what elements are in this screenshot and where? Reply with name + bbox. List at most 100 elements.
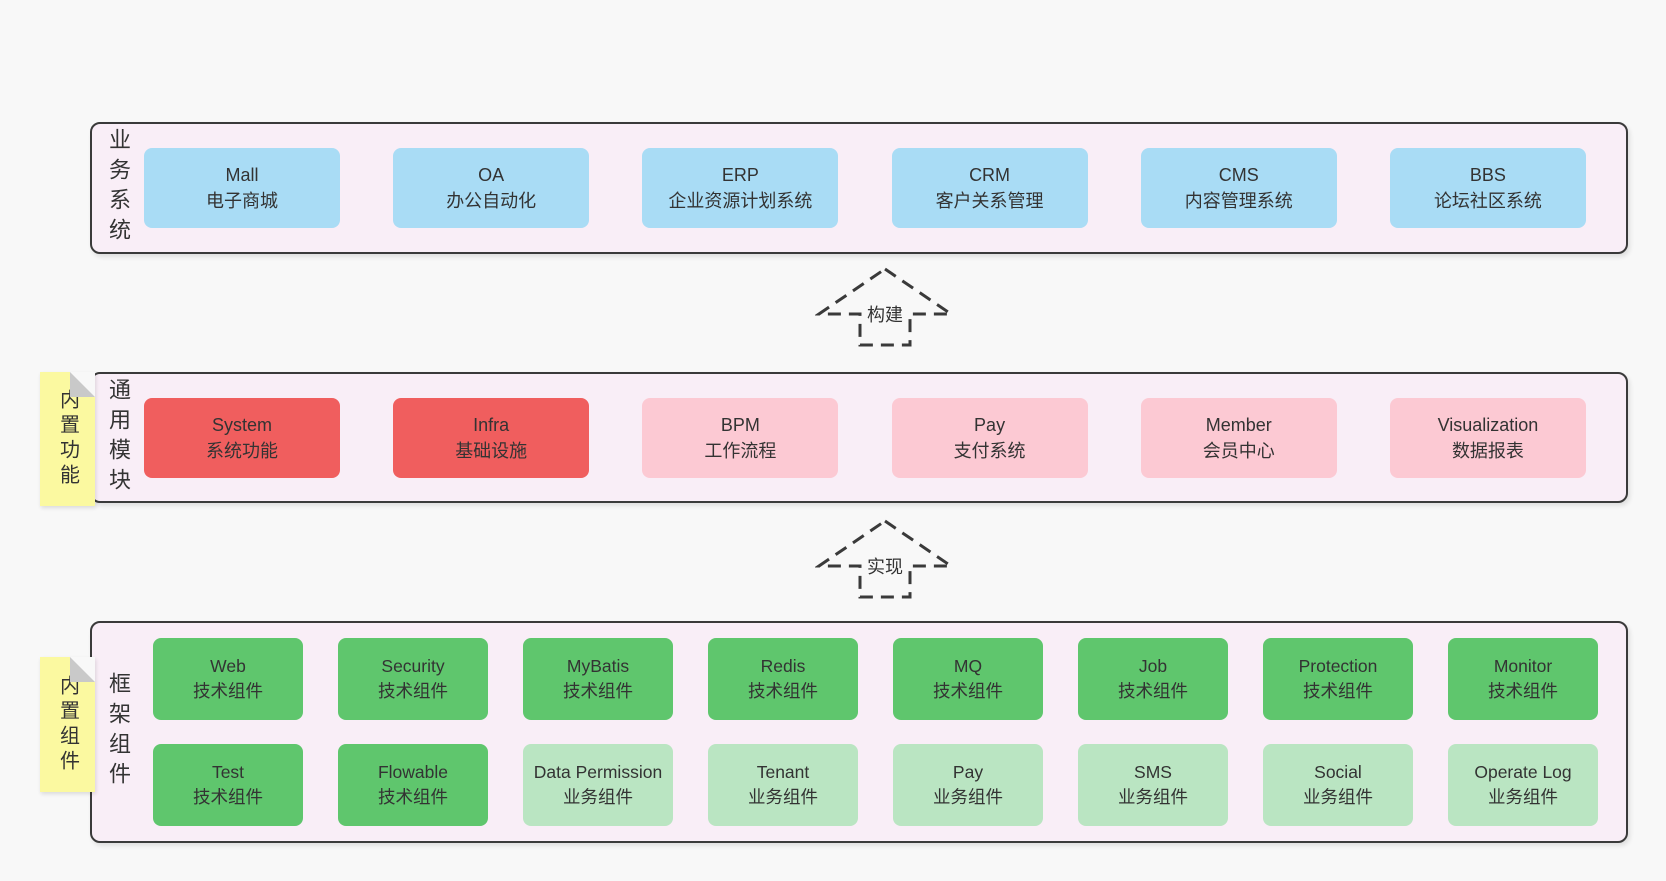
business-systems-row: Mall 电子商城 OA 办公自动化 ERP 企业资源计划系统 CRM 客户关系… (144, 124, 1626, 252)
box-title: BPM (720, 414, 760, 435)
box-title: MQ (953, 656, 983, 676)
box-title: Visualization (1437, 414, 1539, 435)
sticky-note-text: 内置功能 (56, 389, 79, 489)
box-title: SMS (1134, 762, 1172, 782)
box-title: Mall (225, 165, 259, 185)
box-system: System 系统功能 (144, 397, 340, 478)
box-title: Flowable (377, 762, 449, 782)
layer-label-text: 框架组件 (106, 672, 131, 792)
framework-components-row-1: Web 技术组件 Security 技术组件 MyBatis 技术组件 Redi… (153, 638, 1598, 720)
box-erp: ERP 企业资源计划系统 (642, 148, 839, 228)
box-subtitle: 工作流程 (704, 440, 777, 461)
sticky-note-built-in-components: 内置组件 (40, 657, 95, 792)
box-title: Pay (974, 414, 1006, 435)
box-subtitle: 数据报表 (1451, 440, 1524, 461)
box-bpm: BPM 工作流程 (642, 397, 839, 478)
box-cms: CMS 内容管理系统 (1140, 148, 1337, 228)
box-title: CMS (1218, 165, 1259, 185)
box-subtitle: 会员中心 (1202, 440, 1275, 461)
layer-label-business-systems: 业务系统 (92, 124, 144, 252)
box-oa: OA 办公自动化 (393, 148, 590, 228)
box-subtitle: 技术组件 (193, 681, 263, 701)
box-web: Web 技术组件 (153, 638, 303, 720)
box-title: Protection (1298, 656, 1378, 676)
box-title: Infra (473, 414, 510, 435)
layer-label-common-modules: 通用模块 (92, 374, 144, 501)
box-subtitle: 技术组件 (1303, 681, 1373, 701)
box-title: Social (1314, 762, 1362, 782)
layer-framework-components: 内置组件 框架组件 Web 技术组件 Security 技术组件 MyBatis… (40, 621, 1628, 843)
arrow-build-label: 构建 (863, 300, 907, 328)
box-title: Pay (952, 762, 984, 782)
box-monitor: Monitor 技术组件 (1448, 638, 1598, 720)
box-title: BBS (1469, 165, 1506, 185)
framework-components-row-2: Test 技术组件 Flowable 技术组件 Data Permission … (153, 744, 1598, 826)
box-title: Tenant (756, 762, 810, 782)
box-title: Web (210, 656, 246, 676)
box-subtitle: 业务组件 (933, 787, 1003, 807)
box-subtitle: 企业资源计划系统 (668, 191, 813, 211)
box-pay: Pay 支付系统 (891, 397, 1088, 478)
box-title: CRM (969, 165, 1011, 185)
box-security: Security 技术组件 (338, 638, 488, 720)
arrow-implement: 实现 (815, 518, 955, 600)
box-subtitle: 业务组件 (1303, 787, 1373, 807)
box-title: System (211, 414, 272, 435)
sticky-note-text: 内置组件 (56, 674, 79, 775)
box-tenant: Tenant 业务组件 (708, 744, 858, 826)
box-subtitle: 办公自动化 (446, 191, 537, 211)
box-subtitle: 业务组件 (1488, 787, 1558, 807)
box-sms: SMS 业务组件 (1078, 744, 1228, 826)
box-mq: MQ 技术组件 (893, 638, 1043, 720)
box-subtitle: 技术组件 (748, 681, 818, 701)
box-subtitle: 业务组件 (563, 787, 633, 807)
box-subtitle: 业务组件 (748, 787, 818, 807)
box-subtitle: 电子商城 (206, 191, 278, 211)
box-title: MyBatis (566, 656, 630, 676)
box-subtitle: 内容管理系统 (1184, 191, 1293, 211)
box-redis: Redis 技术组件 (708, 638, 858, 720)
box-operate-log: Operate Log 业务组件 (1448, 744, 1598, 826)
box-subtitle: 业务组件 (1118, 787, 1188, 807)
box-visualization: Visualization 数据报表 (1389, 397, 1586, 478)
box-subtitle: 基础设施 (455, 440, 528, 461)
box-title: Data Permission (533, 762, 663, 782)
box-subtitle: 技术组件 (1488, 681, 1558, 701)
box-title: Job (1138, 656, 1168, 676)
box-subtitle: 技术组件 (933, 681, 1003, 701)
box-crm: CRM 客户关系管理 (891, 148, 1088, 228)
box-protection: Protection 技术组件 (1263, 638, 1413, 720)
layer-label-framework-components: 框架组件 (92, 623, 144, 841)
box-subtitle: 客户关系管理 (935, 191, 1044, 211)
sticky-note-built-in-features: 内置功能 (40, 372, 95, 506)
common-modules-row: System 系统功能 Infra 基础设施 BPM 工作流程 Pay 支付系统… (144, 374, 1626, 501)
box-social: Social 业务组件 (1263, 744, 1413, 826)
box-title: Security (381, 656, 445, 676)
layer-label-text: 业务系统 (106, 128, 131, 248)
box-title: Test (211, 762, 245, 782)
box-data-permission: Data Permission 业务组件 (523, 744, 673, 826)
box-title: Operate Log (1474, 762, 1572, 782)
box-job: Job 技术组件 (1078, 638, 1228, 720)
box-mybatis: MyBatis 技术组件 (523, 638, 673, 720)
box-test: Test 技术组件 (153, 744, 303, 826)
box-title: Member (1205, 414, 1272, 435)
box-flowable: Flowable 技术组件 (338, 744, 488, 826)
box-subtitle: 技术组件 (193, 787, 263, 807)
box-title: Monitor (1493, 656, 1553, 676)
box-bbs: BBS 论坛社区系统 (1389, 148, 1586, 228)
box-pay-business: Pay 业务组件 (893, 744, 1043, 826)
box-title: ERP (721, 165, 759, 185)
box-title: OA (478, 165, 505, 185)
box-mall: Mall 电子商城 (144, 148, 340, 228)
box-subtitle: 技术组件 (1118, 681, 1188, 701)
arrow-build: 构建 (815, 266, 955, 348)
layer-business-systems: 业务系统 Mall 电子商城 OA 办公自动化 ERP 企业资源计划系统 CRM… (90, 122, 1628, 254)
arrow-implement-label: 实现 (863, 552, 907, 580)
box-subtitle: 论坛社区系统 (1433, 191, 1542, 211)
box-subtitle: 技术组件 (563, 681, 633, 701)
layer-common-modules: 内置功能 通用模块 System 系统功能 Infra 基础设施 BPM 工作流… (40, 372, 1628, 506)
box-member: Member 会员中心 (1140, 397, 1337, 478)
box-subtitle: 系统功能 (206, 440, 278, 461)
